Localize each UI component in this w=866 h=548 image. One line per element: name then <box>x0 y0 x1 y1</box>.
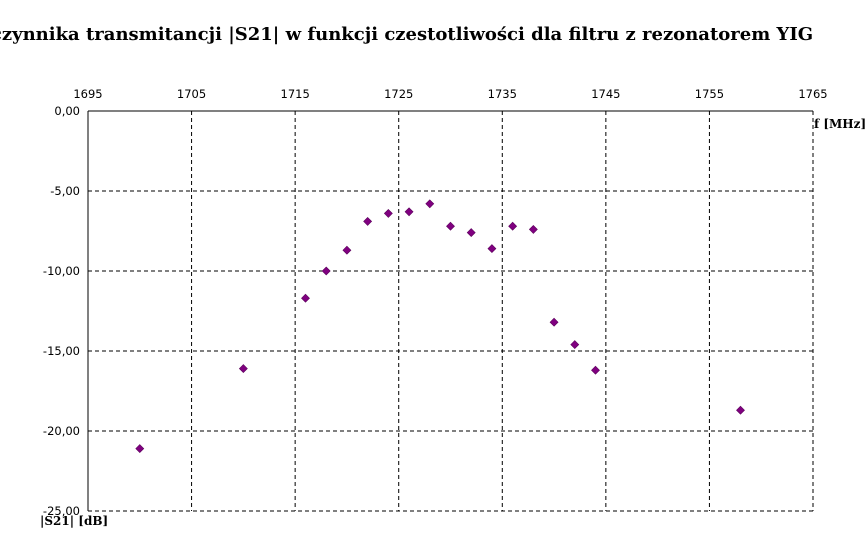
x-tick-label: 1765 <box>798 87 827 101</box>
data-point <box>487 244 497 254</box>
data-point <box>383 208 393 218</box>
y-tick-label: -25,00 <box>43 504 80 518</box>
data-point <box>591 365 600 375</box>
y-tick-label: -15,00 <box>43 344 80 358</box>
y-tick-label: -10,00 <box>43 264 80 278</box>
x-tick-label: 1745 <box>591 87 620 101</box>
y-tick-label: -5,00 <box>50 184 80 198</box>
x-axis-label: f [MHz] <box>814 117 866 131</box>
x-tick-label: 1725 <box>384 87 413 101</box>
x-tick-label: 1715 <box>281 87 310 101</box>
data-point <box>321 266 331 276</box>
x-tick-label: 1755 <box>695 87 724 101</box>
data-point <box>301 293 310 303</box>
data-point <box>363 216 373 226</box>
data-points <box>135 199 745 454</box>
data-point <box>446 221 455 231</box>
data-point <box>404 207 414 217</box>
x-tick-label: 1695 <box>73 87 102 101</box>
data-point <box>736 405 745 415</box>
data-point <box>508 221 518 231</box>
data-point <box>238 364 248 374</box>
chart-title: ółczynnika transmitancji |S21| w funkcji… <box>0 24 813 45</box>
data-point <box>466 228 476 238</box>
tick-labels: 1695 1705 1715 1725 1735 1745 1755 1765 0,00 -5,0… <box>43 87 828 518</box>
data-point <box>528 224 538 234</box>
data-point <box>549 317 559 327</box>
y-axis-label: |S21| [dB] <box>40 514 108 528</box>
data-point <box>342 245 352 255</box>
x-tick-label: 1705 <box>177 87 206 101</box>
x-tick-label: 1735 <box>488 87 517 101</box>
data-point <box>570 340 580 350</box>
data-point <box>425 199 435 209</box>
y-tick-label: 0,00 <box>54 104 80 118</box>
data-point <box>135 444 145 454</box>
axes <box>87 110 813 511</box>
y-tick-label: -20,00 <box>43 424 80 438</box>
grid <box>88 111 814 512</box>
